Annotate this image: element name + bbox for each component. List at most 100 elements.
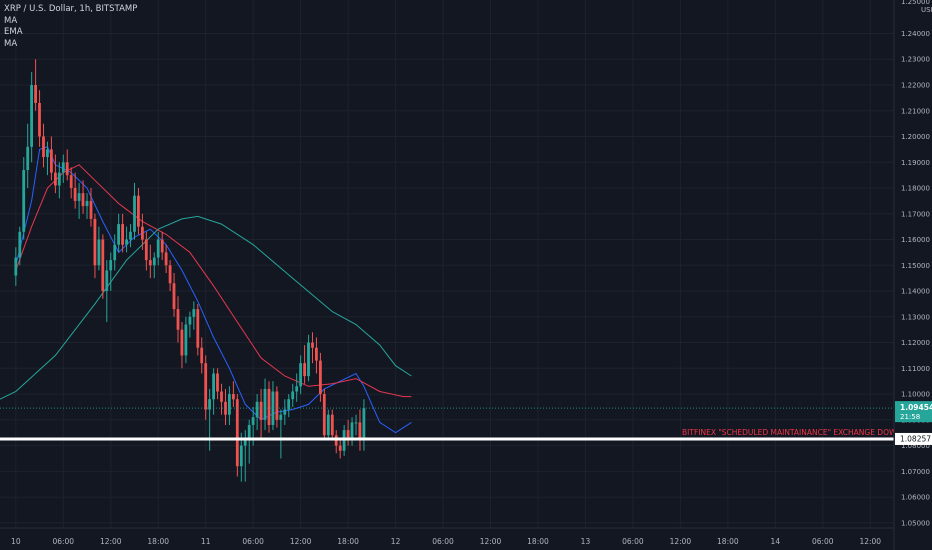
candle[interactable] [192, 301, 196, 330]
candle[interactable] [232, 381, 235, 407]
candle[interactable] [168, 260, 172, 292]
candle[interactable] [216, 368, 219, 400]
candle[interactable] [172, 273, 176, 317]
candle[interactable] [263, 378, 267, 431]
candle-body [255, 401, 259, 418]
candle[interactable] [307, 334, 310, 382]
candle[interactable] [295, 373, 299, 402]
candle[interactable] [228, 386, 231, 425]
candle[interactable] [61, 154, 65, 183]
candle[interactable] [322, 388, 326, 441]
candle[interactable] [148, 244, 152, 279]
candle[interactable] [275, 386, 279, 428]
candle[interactable] [85, 193, 89, 219]
candle[interactable] [239, 432, 243, 482]
price-axis[interactable]: 1.25000USD 1.24000 1.23000 1.22000 1.21000 1.… [893, 0, 932, 550]
candle-body [148, 260, 152, 266]
candle[interactable] [93, 213, 97, 279]
candle[interactable] [113, 234, 117, 271]
candle[interactable] [184, 316, 188, 364]
candle-body [326, 414, 330, 436]
candle[interactable] [141, 213, 144, 250]
price-tick-label: 1.06000 [901, 494, 930, 502]
legend-ma-fast[interactable]: MA [4, 15, 18, 26]
candle[interactable] [326, 409, 330, 441]
candle[interactable] [283, 399, 287, 425]
candle[interactable] [235, 394, 239, 477]
candle[interactable] [73, 172, 77, 209]
candle[interactable] [156, 231, 160, 266]
time-tick-label: 14 [771, 537, 781, 546]
candle[interactable] [354, 414, 358, 436]
candle[interactable] [18, 226, 22, 266]
candle[interactable] [54, 154, 57, 194]
candle[interactable] [338, 437, 342, 459]
candle[interactable] [287, 394, 291, 418]
candle[interactable] [121, 213, 124, 253]
candle[interactable] [38, 90, 41, 147]
candle[interactable] [34, 59, 37, 111]
candle[interactable] [259, 388, 263, 441]
candle[interactable] [291, 383, 295, 407]
candle[interactable] [125, 226, 128, 253]
symbol-title[interactable]: XRP / U.S. Dollar, 1h, BITSTAMP [4, 4, 138, 14]
candle[interactable] [299, 355, 302, 395]
candle-body [184, 324, 188, 356]
candle[interactable] [77, 182, 81, 219]
candle[interactable] [303, 345, 306, 384]
candle[interactable] [14, 247, 18, 286]
last-price-tag[interactable] [895, 401, 932, 423]
candle[interactable] [188, 311, 192, 338]
candle-body [291, 391, 295, 400]
candle[interactable] [204, 355, 208, 420]
candle[interactable] [101, 234, 105, 299]
candle-body [216, 373, 219, 392]
candle[interactable] [137, 188, 140, 235]
candle[interactable] [267, 381, 271, 433]
candle[interactable] [212, 368, 215, 415]
candle-body [303, 363, 306, 377]
candle[interactable] [330, 409, 334, 441]
candle[interactable] [200, 337, 204, 374]
candle[interactable] [46, 141, 49, 176]
candle[interactable] [247, 419, 251, 464]
candle[interactable] [176, 296, 180, 343]
candle[interactable] [42, 123, 45, 168]
candle[interactable] [315, 337, 318, 374]
candle[interactable] [97, 226, 101, 271]
candle[interactable] [22, 157, 26, 240]
candle[interactable] [271, 381, 275, 431]
candle[interactable] [50, 136, 53, 181]
legend-ma-slow[interactable]: MA [4, 38, 18, 49]
time-axis[interactable]: 10 06:00 12:00 18:00 11 06:00 12:00 18:00 12 06:0… [0, 527, 894, 546]
candle[interactable] [196, 303, 200, 356]
candle[interactable] [105, 260, 109, 322]
candle[interactable] [26, 123, 30, 189]
candle[interactable] [152, 252, 156, 279]
candle[interactable] [164, 244, 168, 274]
candle[interactable] [311, 332, 314, 364]
legend-ema[interactable]: EMA [4, 27, 23, 37]
candle[interactable] [65, 149, 69, 181]
candle[interactable] [133, 182, 136, 240]
candle[interactable] [117, 213, 120, 253]
candle[interactable] [255, 394, 259, 431]
candle[interactable] [160, 231, 164, 261]
candle[interactable] [57, 162, 61, 199]
candle[interactable] [109, 252, 113, 292]
candle[interactable] [144, 231, 148, 271]
candle[interactable] [180, 321, 184, 369]
candle[interactable] [279, 409, 283, 459]
candle[interactable] [69, 167, 73, 199]
candle[interactable] [358, 409, 362, 451]
candle[interactable] [346, 419, 350, 446]
candle[interactable] [319, 352, 322, 402]
candle[interactable] [350, 417, 354, 446]
candle[interactable] [89, 188, 93, 227]
candle[interactable] [129, 224, 132, 248]
candle[interactable] [81, 180, 85, 214]
candle[interactable] [220, 383, 223, 415]
candle[interactable] [30, 72, 33, 163]
support-price-tag[interactable] [895, 432, 932, 445]
